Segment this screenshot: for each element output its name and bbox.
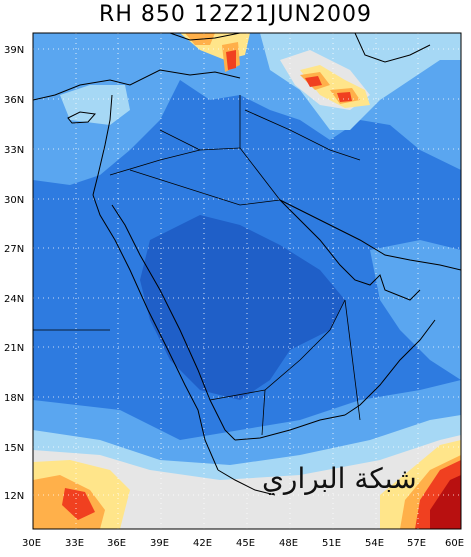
map-title: RH 850 12Z21JUN2009 <box>99 2 372 27</box>
lon-tick-label: 45E <box>236 538 255 549</box>
lat-tick-label: 27N <box>4 244 24 255</box>
lon-axis: 30E 33E 36E 39E 42E 45E 48E 51E 54E 57E … <box>22 538 464 549</box>
lat-tick-label: 39N <box>4 45 24 56</box>
rh-zone-orange-top <box>185 33 240 72</box>
lon-tick-label: 39E <box>150 538 169 549</box>
rh-zone-saturated-se <box>430 475 461 529</box>
lon-tick-label: 48E <box>279 538 298 549</box>
lon-tick-label: 30E <box>22 538 41 549</box>
lat-tick-label: 30N <box>4 195 24 206</box>
rh-field <box>33 33 461 529</box>
coastlines <box>33 33 461 496</box>
borders <box>33 95 361 436</box>
lon-tick-label: 42E <box>193 538 212 549</box>
lon-tick-label: 57E <box>407 538 426 549</box>
lat-tick-label: 36N <box>4 95 24 106</box>
rh-zone-red-top <box>226 50 236 70</box>
lon-tick-label: 36E <box>107 538 126 549</box>
watermark-text: شبكة البراري <box>262 462 417 495</box>
lat-tick-label: 15N <box>4 443 24 454</box>
lat-tick-label: 18N <box>4 393 24 404</box>
lon-tick-label: 54E <box>365 538 384 549</box>
lat-axis: 39N 36N 33N 30N 27N 24N 21N 18N 15N 12N <box>4 45 24 502</box>
rh-zone-light-cyprus <box>60 85 130 125</box>
rh-zone-very-dry <box>140 215 345 400</box>
lat-tick-label: 24N <box>4 294 24 305</box>
lat-tick-label: 12N <box>4 491 24 502</box>
rh-zone-red-ne <box>305 76 352 102</box>
lon-tick-label: 33E <box>65 538 84 549</box>
rh-zone-neutral-south <box>33 435 461 529</box>
lon-tick-label: 60E <box>445 538 464 549</box>
lat-tick-label: 21N <box>4 343 24 354</box>
rh-zone-mid-east <box>370 240 461 380</box>
lat-tick-label: 33N <box>4 145 24 156</box>
lon-tick-label: 51E <box>322 538 341 549</box>
plot-frame <box>32 32 462 530</box>
rh-zone-red-sw <box>62 488 95 520</box>
